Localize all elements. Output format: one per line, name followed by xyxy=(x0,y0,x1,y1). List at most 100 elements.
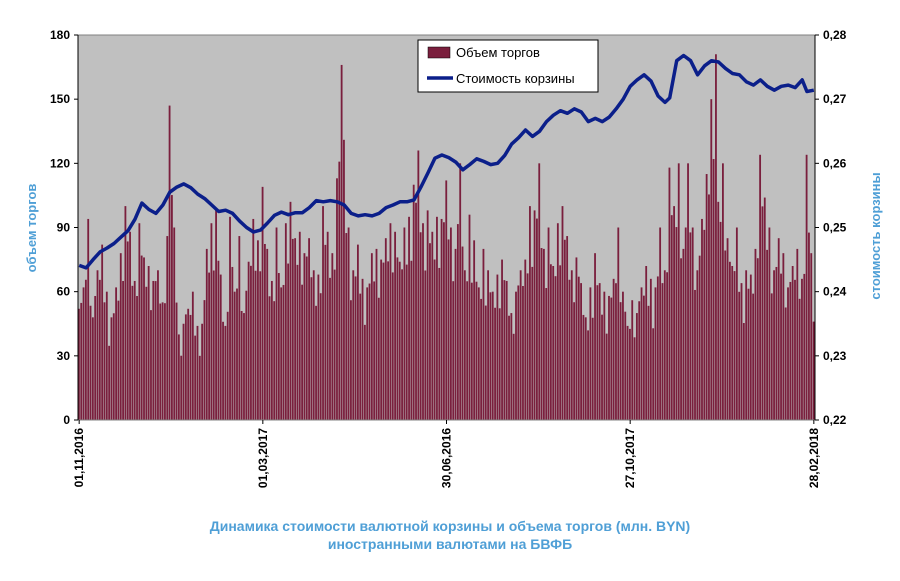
volume-bar xyxy=(694,289,696,420)
volume-bar xyxy=(201,323,204,420)
volume-bar xyxy=(536,218,538,420)
volume-bar xyxy=(161,302,164,420)
volume-bar xyxy=(582,314,585,420)
volume-bar xyxy=(315,305,317,420)
volume-bar xyxy=(719,221,722,420)
x-axis-ticks: 01,11,2016 01,03,2017 30,06,2016 27,10,2017… xyxy=(72,420,821,488)
volume-bar xyxy=(794,279,796,420)
volume-bar xyxy=(87,218,90,420)
volume-bar xyxy=(119,253,122,420)
volume-bar xyxy=(515,291,517,420)
volume-bar xyxy=(426,210,429,420)
volume-bar xyxy=(78,308,80,420)
volume-bar xyxy=(301,284,304,420)
volume-bar xyxy=(640,287,643,420)
volume-bar xyxy=(512,333,515,420)
volume-bar xyxy=(317,274,320,420)
volume-bar xyxy=(473,240,476,420)
volume-bar xyxy=(724,250,727,420)
volume-bar xyxy=(754,248,757,420)
volume-bar xyxy=(80,302,83,420)
volume-bar xyxy=(384,238,387,420)
volume-bar xyxy=(568,279,571,420)
volume-bar xyxy=(715,54,717,420)
volume-bar xyxy=(789,281,792,420)
volume-bar xyxy=(403,227,406,420)
volume-bar xyxy=(652,328,655,420)
volume-bar xyxy=(322,206,324,420)
volume-bar xyxy=(549,264,552,420)
volume-bar xyxy=(731,266,734,420)
volume-bar xyxy=(363,324,366,420)
volume-bar xyxy=(240,311,243,420)
volume-bar xyxy=(487,270,490,420)
volume-bar xyxy=(298,231,301,420)
volume-bar xyxy=(505,280,508,420)
volume-bar xyxy=(138,223,141,420)
volume-bar xyxy=(310,277,313,420)
volume-bar xyxy=(215,210,217,420)
volume-bar xyxy=(556,223,559,420)
volume-bar xyxy=(419,232,422,420)
volume-bar xyxy=(601,314,603,420)
chart-caption-line-1: Динамика стоимости валютной корзины и об… xyxy=(209,518,691,534)
volume-bar xyxy=(808,232,810,420)
volume-bar xyxy=(494,307,496,420)
volume-bar xyxy=(747,288,750,420)
volume-bar xyxy=(698,255,701,420)
volume-bar xyxy=(219,274,222,420)
volume-bar xyxy=(675,227,678,420)
volume-bar xyxy=(466,281,469,420)
volume-bar xyxy=(545,288,548,420)
legend-label-volume: Объем торгов xyxy=(456,45,540,60)
volume-bar xyxy=(649,278,652,420)
volume-bar xyxy=(773,270,775,420)
volume-bar xyxy=(735,227,738,420)
volume-bar xyxy=(350,300,352,420)
volume-bar xyxy=(661,283,664,420)
volume-bar xyxy=(726,238,729,420)
volume-bar xyxy=(677,163,680,420)
left-axis-title: объем торгов xyxy=(24,184,39,273)
volume-bar xyxy=(708,194,710,420)
volume-bar xyxy=(666,272,669,420)
volume-bar xyxy=(475,281,478,420)
volume-bar xyxy=(603,291,606,420)
volume-bar xyxy=(354,276,357,420)
volume-bar xyxy=(433,259,436,420)
volume-bar xyxy=(277,273,280,420)
volume-bar xyxy=(175,302,178,420)
volume-bar xyxy=(680,258,682,420)
volume-bar xyxy=(417,150,420,420)
volume-bar xyxy=(140,255,143,420)
volume-bar xyxy=(308,238,310,420)
volume-bar xyxy=(761,206,764,420)
volume-bar xyxy=(429,243,431,420)
volume-bar xyxy=(745,270,748,420)
volume-bar xyxy=(164,303,166,420)
volume-bar xyxy=(689,232,692,420)
volume-bar xyxy=(777,238,780,420)
volume-bar xyxy=(615,283,617,420)
volume-bar xyxy=(596,285,599,420)
volume-bar xyxy=(105,291,108,420)
volume-bar xyxy=(531,266,534,420)
volume-bar xyxy=(380,259,383,420)
volume-bar xyxy=(752,293,755,420)
volume-bar xyxy=(538,163,541,420)
volume-bar xyxy=(394,231,397,420)
volume-bar xyxy=(257,240,259,420)
volume-bar xyxy=(345,233,348,420)
volume-bar xyxy=(638,301,641,420)
volume-bar xyxy=(610,297,613,420)
volume-bar xyxy=(89,305,92,420)
volume-bar xyxy=(324,244,327,420)
volume-bar xyxy=(312,270,315,420)
volume-bar xyxy=(252,218,255,420)
volume-bar xyxy=(463,270,466,420)
volume-bar xyxy=(663,270,666,420)
volume-bar xyxy=(489,292,492,420)
volume-bar xyxy=(247,261,250,420)
volume-bar xyxy=(210,223,213,420)
volume-bar xyxy=(554,276,557,420)
